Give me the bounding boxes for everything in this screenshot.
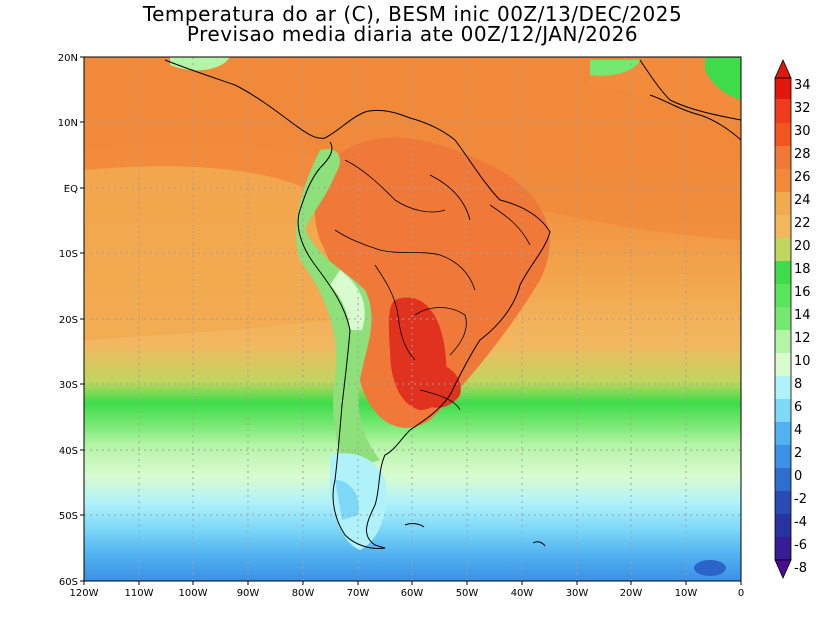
lat-labels: 20N 10N EQ 10S 20S 30S 40S 50S 60S: [58, 53, 78, 588]
country-borders: [334, 159, 531, 411]
lat-label: 20S: [59, 315, 78, 326]
colorbar-label: 6: [794, 400, 802, 415]
colorbar-label: 28: [794, 147, 811, 162]
gridlines: [84, 57, 741, 581]
colorbar-label: 0: [794, 469, 802, 484]
colorbar-label: -8: [794, 561, 807, 576]
colorbar-label: -6: [794, 538, 807, 553]
colorbar-label: 30: [794, 124, 811, 139]
lat-label: 50S: [59, 511, 78, 522]
lon-ticks: [83, 581, 742, 585]
lat-label: 30S: [59, 380, 78, 391]
map-title: Temperatura do ar (C), BESM inic 00Z/13/…: [142, 2, 683, 26]
colorbar-labels: 34 32 30 28 26 24 22 20 18 16 14 12 10 8…: [794, 78, 811, 576]
colorbar-label: 26: [794, 170, 811, 185]
colorbar-label: 4: [794, 423, 802, 438]
map-subtitle: Previsao media diaria ate 00Z/12/JAN/202…: [186, 22, 639, 46]
colorbar-label: 16: [794, 285, 811, 300]
colorbar-label: 8: [794, 377, 802, 392]
colorbar-label: -2: [794, 492, 807, 507]
lon-label: 60W: [401, 588, 424, 599]
lon-label: 10W: [675, 588, 698, 599]
lon-labels: 120W 110W 100W 90W 80W 70W 60W 50W 40W 3…: [70, 588, 745, 599]
lat-label: 10N: [58, 118, 78, 129]
colorbar-label: 22: [794, 216, 811, 231]
colorbar-bottom-arrow: [774, 559, 792, 579]
lon-label: 50W: [456, 588, 479, 599]
colorbar-label: 32: [794, 101, 811, 116]
lat-label: EQ: [64, 184, 78, 195]
lon-label: 80W: [292, 588, 315, 599]
colorbar: [774, 59, 792, 579]
lat-label: 40S: [59, 446, 78, 457]
colorbar-label: 2: [794, 446, 802, 461]
colorbar-label: 34: [794, 78, 811, 93]
lat-label: 20N: [58, 53, 78, 64]
colorbar-label: 14: [794, 308, 811, 323]
lon-label: 120W: [70, 588, 99, 599]
lon-label: 70W: [347, 588, 370, 599]
colorbar-label: 10: [794, 354, 811, 369]
colorbar-label: -4: [794, 515, 807, 530]
lon-label: 40W: [511, 588, 534, 599]
colorbar-label: 18: [794, 262, 811, 277]
lon-label: 20W: [620, 588, 643, 599]
lon-label: 110W: [125, 588, 154, 599]
lon-label: 0: [738, 588, 744, 599]
colorbar-label: 12: [794, 331, 811, 346]
lat-ticks: [80, 56, 84, 582]
lon-label: 90W: [237, 588, 260, 599]
lon-label: 30W: [566, 588, 589, 599]
lat-label: 60S: [59, 577, 78, 588]
colorbar-top-arrow: [774, 59, 792, 79]
lat-label: 10S: [59, 249, 78, 260]
coastlines: [164, 59, 741, 549]
colorbar-label: 24: [794, 193, 811, 208]
colorbar-label: 20: [794, 239, 811, 254]
lon-label: 100W: [179, 588, 208, 599]
